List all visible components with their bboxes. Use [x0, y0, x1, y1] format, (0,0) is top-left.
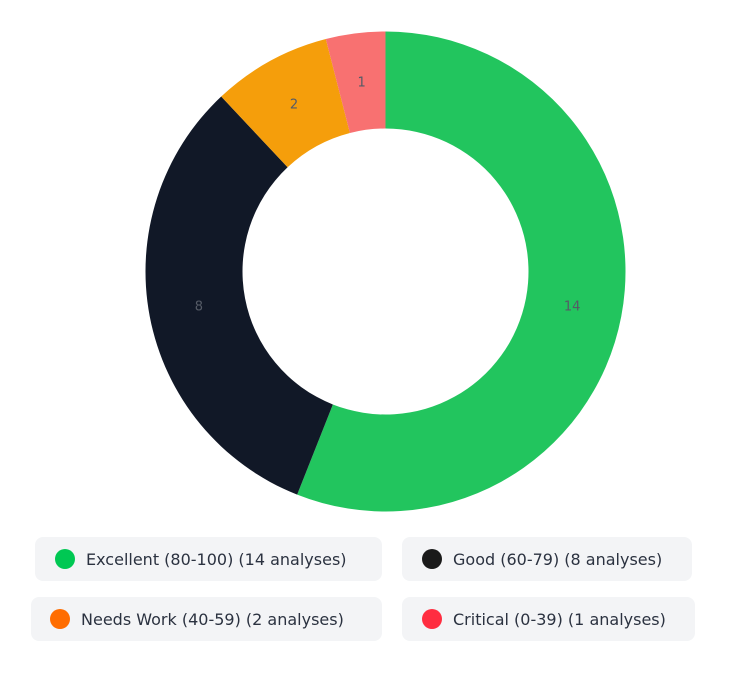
slice-label-good: 8	[195, 300, 203, 315]
slice-needs-work[interactable]	[221, 39, 350, 168]
legend-label-critical: Critical (0-39) (1 analyses)	[453, 609, 666, 629]
legend-swatch-good	[422, 549, 442, 569]
legend-swatch-excellent	[55, 549, 75, 569]
legend-item-excellent[interactable]: Excellent (80-100) (14 analyses)	[35, 537, 382, 581]
legend-label-needs-work: Needs Work (40-59) (2 analyses)	[81, 609, 344, 629]
slice-label-critical: 1	[358, 76, 366, 91]
legend-item-good[interactable]: Good (60-79) (8 analyses)	[402, 537, 692, 581]
legend-label-excellent: Excellent (80-100) (14 analyses)	[86, 549, 347, 569]
donut-chart: 14 8 2 1	[145, 31, 626, 512]
legend-item-critical[interactable]: Critical (0-39) (1 analyses)	[402, 597, 695, 641]
slice-label-needs-work: 2	[290, 98, 298, 113]
legend-swatch-needs-work	[50, 609, 70, 629]
slice-critical[interactable]	[325, 31, 386, 133]
slice-good[interactable]	[145, 96, 333, 495]
legend-item-needs-work[interactable]: Needs Work (40-59) (2 analyses)	[31, 597, 382, 641]
legend-label-good: Good (60-79) (8 analyses)	[453, 549, 663, 569]
slice-excellent[interactable]	[297, 31, 626, 512]
slice-label-excellent: 14	[564, 300, 581, 315]
legend-swatch-critical	[422, 609, 442, 629]
